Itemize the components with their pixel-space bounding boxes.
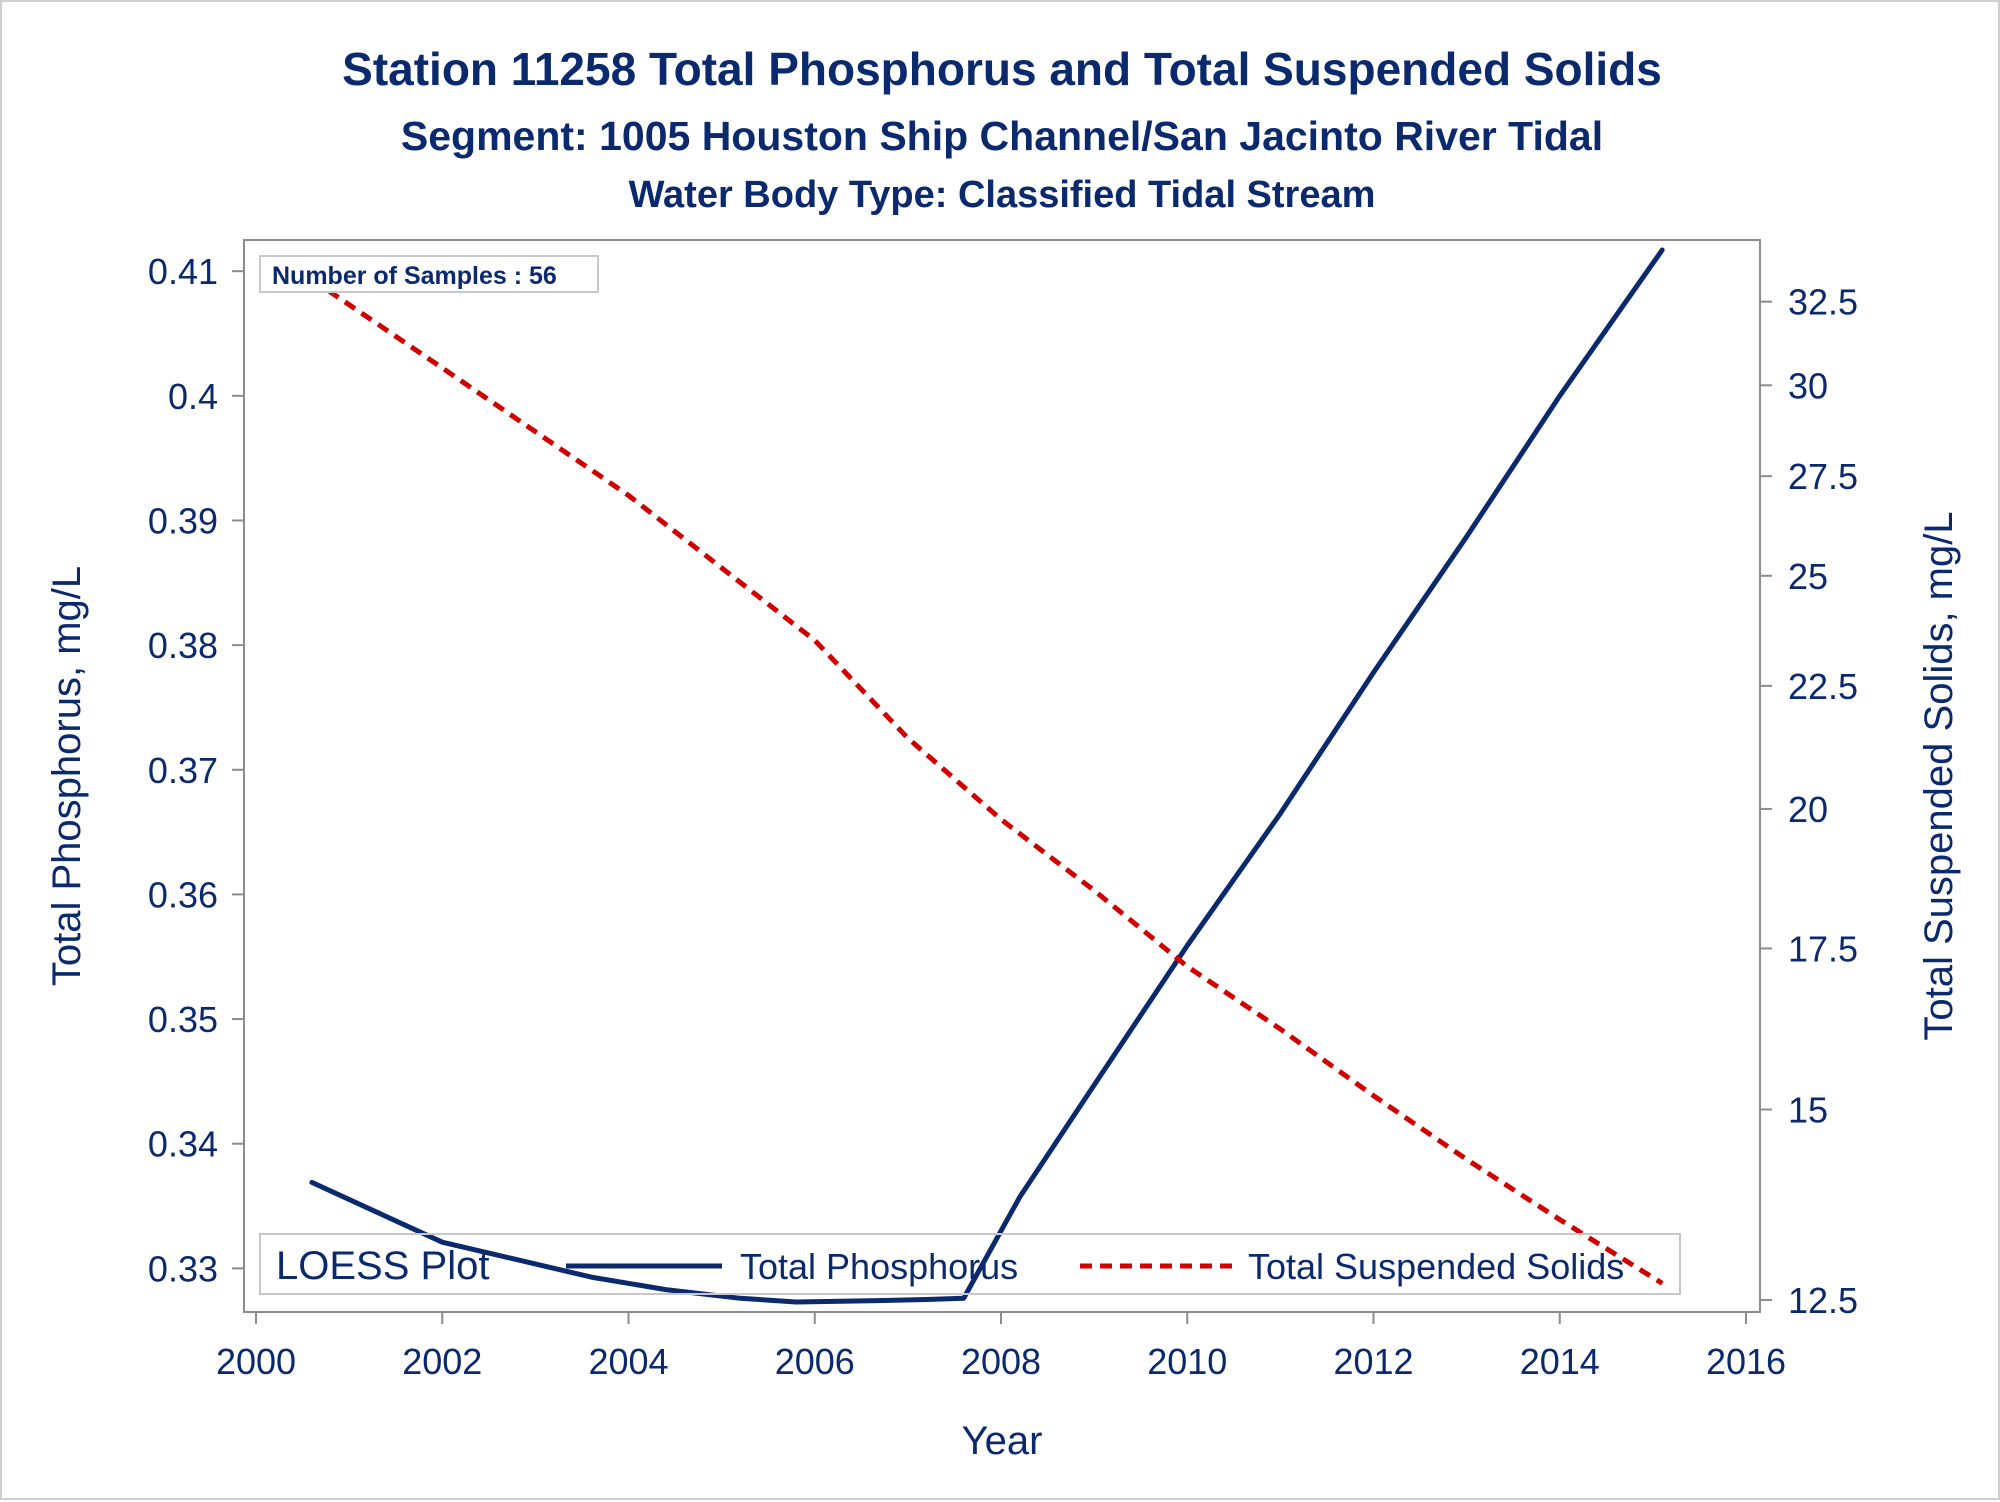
x-tick-label: 2000 xyxy=(216,1341,296,1382)
y-ticks: 0.33 0.34 0.35 0.36 0.37 0.38 0.39 0.4 0.41 xyxy=(148,251,244,1289)
x-axis-title: Year xyxy=(962,1419,1043,1463)
y-tick-label: 0.35 xyxy=(148,999,218,1040)
chart-subtitle: Segment: 1005 Houston Ship Channel/San J… xyxy=(401,113,1603,159)
y-tick-label: 0.38 xyxy=(148,625,218,666)
y2-tick-label: 15 xyxy=(1788,1090,1828,1131)
x-tick-label: 2016 xyxy=(1706,1341,1786,1382)
legend: LOESS Plot Total Phosphorus Total Suspen… xyxy=(259,1233,1681,1295)
legend-box xyxy=(259,1233,1681,1295)
y2-ticks: 12.5 15 17.5 20 22.5 25 27.5 30 32.5 xyxy=(1760,282,1858,1321)
x-tick-label: 2008 xyxy=(961,1341,1041,1382)
sample-count-box xyxy=(259,255,599,293)
plot-area xyxy=(243,239,1761,1313)
chart-subtitle-2: Water Body Type: Classified Tidal Stream xyxy=(629,174,1376,216)
y-tick-label: 0.36 xyxy=(148,874,218,915)
y-tick-label: 0.41 xyxy=(148,251,218,292)
y-tick-label: 0.33 xyxy=(148,1248,218,1289)
sample-count-text: Number of Samples : 56 xyxy=(272,262,557,290)
x-tick-label: 2014 xyxy=(1520,1341,1600,1382)
y-axis-title: Total Phosphorus, mg/L xyxy=(45,566,89,986)
y2-tick-label: 32.5 xyxy=(1788,282,1858,323)
x-tick-label: 2002 xyxy=(402,1341,482,1382)
x-tick-label: 2010 xyxy=(1147,1341,1227,1382)
y2-tick-label: 22.5 xyxy=(1788,666,1858,707)
y2-tick-label: 12.5 xyxy=(1788,1280,1858,1321)
y-tick-label: 0.34 xyxy=(148,1124,218,1165)
y2-axis-title: Total Suspended Solids, mg/L xyxy=(1917,511,1961,1040)
x-tick-label: 2012 xyxy=(1333,1341,1413,1382)
legend-title: LOESS Plot xyxy=(276,1244,489,1288)
chart-title: Station 11258 Total Phosphorus and Total… xyxy=(342,43,1662,95)
series-line-tss xyxy=(310,277,1664,1286)
y2-tick-label: 25 xyxy=(1788,556,1828,597)
legend-label-tss: Total Suspended Solids xyxy=(1248,1246,1624,1287)
y2-tick-label: 30 xyxy=(1788,365,1828,406)
y2-tick-label: 20 xyxy=(1788,789,1828,830)
y2-tick-label: 17.5 xyxy=(1788,928,1858,969)
x-tick-label: 2006 xyxy=(775,1341,855,1382)
y-tick-label: 0.39 xyxy=(148,500,218,541)
series-layer xyxy=(309,247,1665,1305)
sample-count-inset: Number of Samples : 56 xyxy=(259,255,599,293)
y-tick-label: 0.37 xyxy=(148,750,218,791)
x-ticks: 2000 2002 2004 2006 2008 2010 2012 2014 2016 xyxy=(216,1312,1786,1382)
y2-tick-label: 27.5 xyxy=(1788,456,1858,497)
x-tick-label: 2004 xyxy=(588,1341,668,1382)
legend-label-phosphorus: Total Phosphorus xyxy=(740,1246,1018,1287)
y-tick-label: 0.4 xyxy=(168,376,218,417)
series-line-phosphorus xyxy=(309,247,1665,1305)
axes xyxy=(243,239,1761,1313)
